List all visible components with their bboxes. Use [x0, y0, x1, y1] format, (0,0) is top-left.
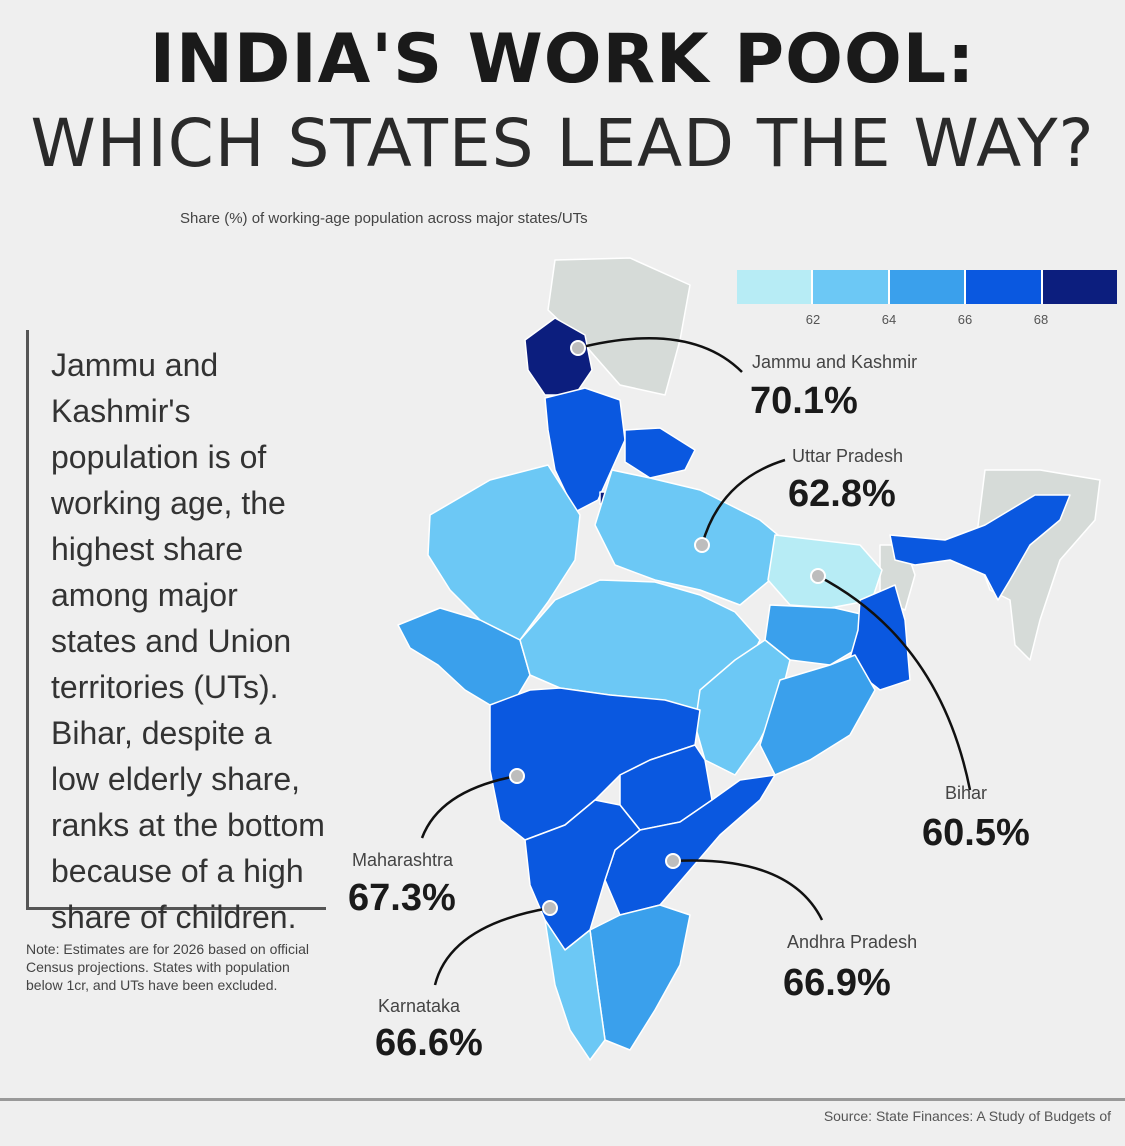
- legend-swatch: [966, 270, 1043, 304]
- legend-swatch: [889, 270, 967, 304]
- callout-jammu-kashmir-marker: [570, 336, 743, 373]
- legend-bar: [737, 270, 1118, 304]
- callout-value-jammu-kashmir: 70.1%: [750, 380, 858, 422]
- callout-name-andhra-pradesh: Andhra Pradesh: [787, 932, 918, 952]
- insight-box: Jammu and Kashmir's population is of wor…: [26, 330, 326, 935]
- callout-name-maharashtra: Maharashtra: [352, 850, 454, 870]
- callout-name-uttar-pradesh: Uttar Pradesh: [792, 446, 904, 466]
- state-west-bengal: [847, 584, 911, 691]
- legend-tick: 68: [1033, 312, 1049, 327]
- state-odisha: [759, 654, 876, 776]
- state-northeast: [889, 494, 1071, 601]
- callout-value-uttar-pradesh: 62.8%: [788, 473, 896, 515]
- callout-uttar-pradesh-marker: [694, 458, 786, 553]
- legend-tick: 64: [881, 312, 897, 327]
- state-rajasthan: [427, 464, 581, 641]
- callout-value-maharashtra: 67.3%: [348, 877, 456, 919]
- legend-swatch: [737, 270, 814, 304]
- legend-swatch: [1042, 270, 1118, 304]
- bottom-divider: [0, 1098, 1125, 1101]
- state-kerala: [544, 919, 606, 1061]
- title-line-2: Which states lead the way?: [30, 105, 1095, 182]
- color-legend: 62 64 66 68: [737, 270, 1118, 334]
- callout-karnataka-marker: [433, 900, 558, 986]
- callout-bihar-marker: [810, 568, 972, 791]
- source-credit: Source: State Finances: A Study of Budge…: [823, 1108, 1111, 1124]
- state-tamil-nadu: [589, 904, 691, 1051]
- state-uttar-pradesh: [594, 469, 791, 606]
- legend-swatch: [813, 270, 890, 304]
- subtitle: Share (%) of working-age population acro…: [180, 210, 588, 227]
- legend-tick: 62: [805, 312, 821, 327]
- callout-maharashtra-marker: [420, 768, 525, 839]
- legend-ticks: 62 64 66 68: [737, 312, 1117, 332]
- state-bihar: [767, 534, 883, 609]
- callout-andhra-pradesh-marker: [665, 853, 824, 921]
- legend-tick: 66: [957, 312, 973, 327]
- insight-text: Jammu and Kashmir's population is of wor…: [51, 347, 325, 935]
- state-jammu-kashmir: [524, 317, 593, 396]
- callout-name-bihar: Bihar: [945, 783, 988, 803]
- callout-value-karnataka: 66.6%: [375, 1022, 483, 1064]
- callout-name-jammu-kashmir: Jammu and Kashmir: [752, 352, 918, 372]
- callout-value-andhra-pradesh: 66.9%: [783, 962, 891, 1004]
- state-punjab-haryana: [544, 387, 626, 513]
- title-line-1: India's work pool:: [149, 20, 976, 99]
- callout-name-karnataka: Karnataka: [378, 996, 461, 1016]
- callout-value-bihar: 60.5%: [922, 812, 1030, 854]
- state-uttarakhand: [624, 427, 696, 479]
- footnote: Note: Estimates are for 2026 based on of…: [26, 941, 310, 993]
